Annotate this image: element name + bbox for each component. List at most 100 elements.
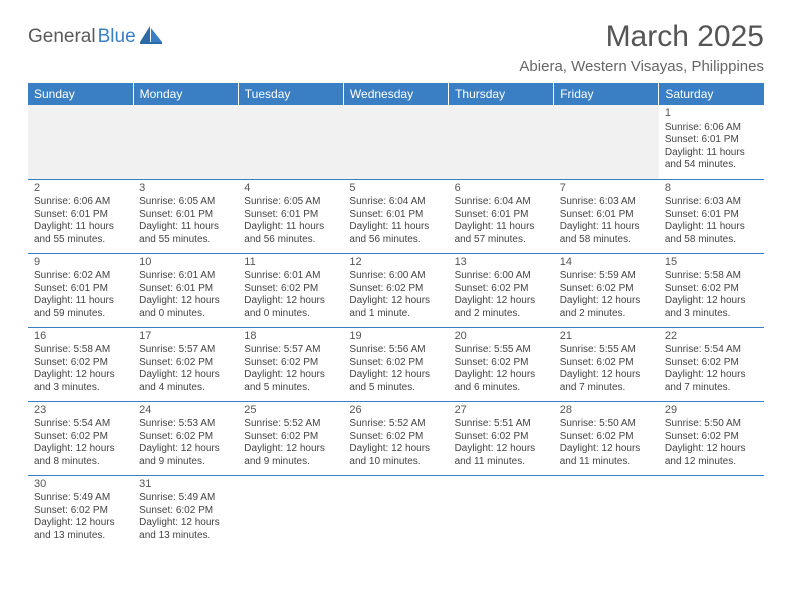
sunset-text: Sunset: 6:01 PM [665, 134, 758, 147]
day-number: 9 [34, 256, 127, 270]
daylight-text: Daylight: 12 hours and 13 minutes. [34, 517, 127, 542]
day-number: 12 [349, 256, 442, 270]
sunset-text: Sunset: 6:01 PM [139, 283, 232, 296]
sunset-text: Sunset: 6:02 PM [34, 505, 127, 518]
day-number: 11 [244, 256, 337, 270]
weekday-header: Thursday [449, 83, 554, 105]
sunset-text: Sunset: 6:02 PM [139, 505, 232, 518]
day-number: 17 [139, 330, 232, 344]
calendar-row: 30Sunrise: 5:49 AMSunset: 6:02 PMDayligh… [28, 475, 764, 549]
daylight-text: Daylight: 12 hours and 9 minutes. [139, 443, 232, 468]
daylight-text: Daylight: 12 hours and 3 minutes. [665, 295, 758, 320]
calendar-cell: 10Sunrise: 6:01 AMSunset: 6:01 PMDayligh… [133, 253, 238, 327]
daylight-text: Daylight: 11 hours and 58 minutes. [560, 221, 653, 246]
sunrise-text: Sunrise: 5:50 AM [560, 418, 653, 431]
day-number: 22 [665, 330, 758, 344]
month-title: March 2025 [519, 20, 764, 54]
sunrise-text: Sunrise: 6:01 AM [139, 270, 232, 283]
day-number: 19 [349, 330, 442, 344]
day-number: 2 [34, 182, 127, 196]
calendar-cell: 3Sunrise: 6:05 AMSunset: 6:01 PMDaylight… [133, 179, 238, 253]
sunset-text: Sunset: 6:02 PM [34, 357, 127, 370]
sunset-text: Sunset: 6:02 PM [665, 283, 758, 296]
calendar-cell [343, 475, 448, 549]
sunset-text: Sunset: 6:02 PM [560, 283, 653, 296]
weekday-header: Wednesday [343, 83, 448, 105]
sunrise-text: Sunrise: 5:53 AM [139, 418, 232, 431]
sunrise-text: Sunrise: 6:04 AM [349, 196, 442, 209]
calendar-cell: 17Sunrise: 5:57 AMSunset: 6:02 PMDayligh… [133, 327, 238, 401]
sunset-text: Sunset: 6:02 PM [244, 357, 337, 370]
sunset-text: Sunset: 6:02 PM [139, 357, 232, 370]
brand-name-1: General [28, 26, 96, 48]
calendar-cell: 1Sunrise: 6:06 AMSunset: 6:01 PMDaylight… [659, 105, 764, 179]
calendar-body: 1Sunrise: 6:06 AMSunset: 6:01 PMDaylight… [28, 105, 764, 549]
sunrise-text: Sunrise: 5:55 AM [455, 344, 548, 357]
calendar-cell: 26Sunrise: 5:52 AMSunset: 6:02 PMDayligh… [343, 401, 448, 475]
daylight-text: Daylight: 11 hours and 56 minutes. [349, 221, 442, 246]
daylight-text: Daylight: 11 hours and 54 minutes. [665, 147, 758, 172]
calendar-cell [238, 105, 343, 179]
sunrise-text: Sunrise: 5:52 AM [244, 418, 337, 431]
sunset-text: Sunset: 6:02 PM [560, 431, 653, 444]
sunset-text: Sunset: 6:02 PM [139, 431, 232, 444]
calendar-cell: 7Sunrise: 6:03 AMSunset: 6:01 PMDaylight… [554, 179, 659, 253]
daylight-text: Daylight: 12 hours and 7 minutes. [665, 369, 758, 394]
sunrise-text: Sunrise: 6:02 AM [34, 270, 127, 283]
calendar-cell: 16Sunrise: 5:58 AMSunset: 6:02 PMDayligh… [28, 327, 133, 401]
calendar-cell [659, 475, 764, 549]
sunset-text: Sunset: 6:01 PM [349, 209, 442, 222]
day-number: 26 [349, 404, 442, 418]
calendar-cell: 14Sunrise: 5:59 AMSunset: 6:02 PMDayligh… [554, 253, 659, 327]
calendar-row: 1Sunrise: 6:06 AMSunset: 6:01 PMDaylight… [28, 105, 764, 179]
calendar-cell: 23Sunrise: 5:54 AMSunset: 6:02 PMDayligh… [28, 401, 133, 475]
day-number: 13 [455, 256, 548, 270]
sunrise-text: Sunrise: 6:00 AM [455, 270, 548, 283]
sunrise-text: Sunrise: 6:06 AM [34, 196, 127, 209]
sunrise-text: Sunrise: 6:05 AM [244, 196, 337, 209]
sunrise-text: Sunrise: 5:49 AM [34, 492, 127, 505]
calendar-row: 2Sunrise: 6:06 AMSunset: 6:01 PMDaylight… [28, 179, 764, 253]
sunset-text: Sunset: 6:01 PM [455, 209, 548, 222]
day-number: 15 [665, 256, 758, 270]
brand-logo: GeneralBlue [28, 26, 162, 48]
calendar-cell [554, 105, 659, 179]
day-number: 23 [34, 404, 127, 418]
sunrise-text: Sunrise: 5:55 AM [560, 344, 653, 357]
sunset-text: Sunset: 6:02 PM [560, 357, 653, 370]
day-number: 24 [139, 404, 232, 418]
sunset-text: Sunset: 6:02 PM [34, 431, 127, 444]
day-number: 28 [560, 404, 653, 418]
day-number: 3 [139, 182, 232, 196]
day-number: 30 [34, 478, 127, 492]
sunrise-text: Sunrise: 5:49 AM [139, 492, 232, 505]
daylight-text: Daylight: 12 hours and 9 minutes. [244, 443, 337, 468]
daylight-text: Daylight: 12 hours and 8 minutes. [34, 443, 127, 468]
day-number: 4 [244, 182, 337, 196]
sunset-text: Sunset: 6:01 PM [34, 283, 127, 296]
calendar-row: 9Sunrise: 6:02 AMSunset: 6:01 PMDaylight… [28, 253, 764, 327]
calendar-cell [133, 105, 238, 179]
daylight-text: Daylight: 11 hours and 56 minutes. [244, 221, 337, 246]
location-text: Abiera, Western Visayas, Philippines [519, 58, 764, 75]
day-number: 6 [455, 182, 548, 196]
day-number: 21 [560, 330, 653, 344]
calendar-cell: 27Sunrise: 5:51 AMSunset: 6:02 PMDayligh… [449, 401, 554, 475]
sunrise-text: Sunrise: 5:57 AM [139, 344, 232, 357]
sunset-text: Sunset: 6:02 PM [665, 357, 758, 370]
sunset-text: Sunset: 6:02 PM [455, 283, 548, 296]
weekday-header: Tuesday [238, 83, 343, 105]
day-number: 10 [139, 256, 232, 270]
sunrise-text: Sunrise: 6:01 AM [244, 270, 337, 283]
calendar-cell: 5Sunrise: 6:04 AMSunset: 6:01 PMDaylight… [343, 179, 448, 253]
calendar-cell: 12Sunrise: 6:00 AMSunset: 6:02 PMDayligh… [343, 253, 448, 327]
sunrise-text: Sunrise: 5:51 AM [455, 418, 548, 431]
daylight-text: Daylight: 11 hours and 58 minutes. [665, 221, 758, 246]
calendar-cell: 19Sunrise: 5:56 AMSunset: 6:02 PMDayligh… [343, 327, 448, 401]
sunrise-text: Sunrise: 6:05 AM [139, 196, 232, 209]
sunset-text: Sunset: 6:01 PM [665, 209, 758, 222]
daylight-text: Daylight: 12 hours and 6 minutes. [455, 369, 548, 394]
calendar-cell [238, 475, 343, 549]
calendar-cell [343, 105, 448, 179]
daylight-text: Daylight: 11 hours and 57 minutes. [455, 221, 548, 246]
